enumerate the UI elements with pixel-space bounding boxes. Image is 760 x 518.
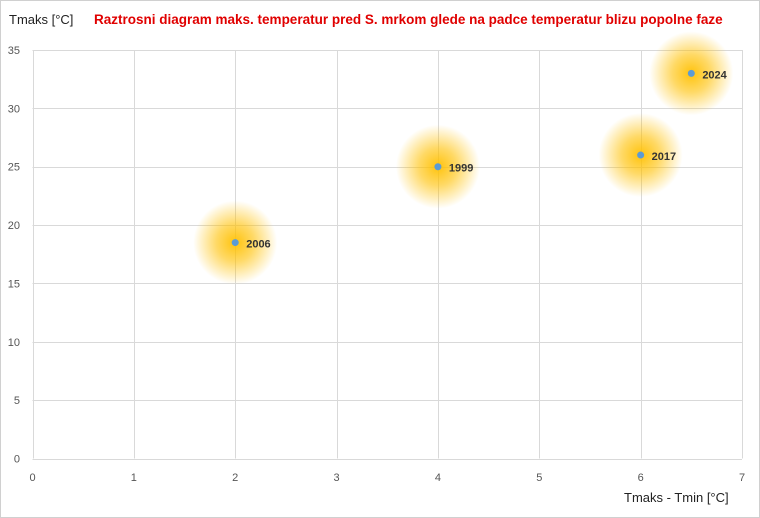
x-axis-label: Tmaks - Tmin [°C] bbox=[624, 490, 729, 505]
point-marker bbox=[231, 239, 239, 247]
point-label: 2024 bbox=[702, 69, 727, 81]
y-tick-label: 30 bbox=[8, 103, 20, 115]
y-tick-label: 10 bbox=[8, 337, 20, 349]
x-tick-label: 5 bbox=[536, 472, 542, 484]
data-point: 2006 bbox=[193, 200, 278, 285]
data-points: 2006 1999 2017 2024 bbox=[193, 31, 734, 285]
data-point: 2017 bbox=[598, 113, 683, 198]
point-label: 2006 bbox=[246, 239, 270, 251]
y-tick-label: 0 bbox=[14, 454, 20, 466]
x-tick-label: 0 bbox=[29, 472, 35, 484]
data-point: 2024 bbox=[649, 31, 734, 116]
grid bbox=[32, 50, 743, 460]
point-label: 1999 bbox=[449, 163, 473, 175]
y-tick-label: 35 bbox=[8, 45, 20, 57]
x-tick-label: 4 bbox=[435, 472, 441, 484]
x-tick-label: 1 bbox=[131, 472, 137, 484]
chart-title: Raztrosni diagram maks. temperatur pred … bbox=[94, 12, 723, 27]
point-marker bbox=[637, 151, 645, 159]
point-marker bbox=[434, 163, 442, 171]
y-tick-label: 20 bbox=[8, 220, 20, 232]
data-point: 1999 bbox=[395, 124, 480, 209]
y-tick-label: 25 bbox=[8, 162, 20, 174]
y-tick-label: 5 bbox=[14, 395, 20, 407]
x-tick-label: 7 bbox=[739, 472, 745, 484]
x-tick-label: 6 bbox=[638, 472, 644, 484]
point-marker bbox=[687, 69, 695, 77]
tick-labels: 0 1 2 3 4 5 6 7 0 5 10 15 20 25 30 35 bbox=[8, 45, 745, 484]
point-label: 2017 bbox=[652, 151, 676, 163]
y-axis-label: Tmaks [°C] bbox=[9, 12, 74, 27]
x-tick-label: 2 bbox=[232, 472, 238, 484]
y-tick-label: 15 bbox=[8, 278, 20, 290]
x-tick-label: 3 bbox=[334, 472, 340, 484]
